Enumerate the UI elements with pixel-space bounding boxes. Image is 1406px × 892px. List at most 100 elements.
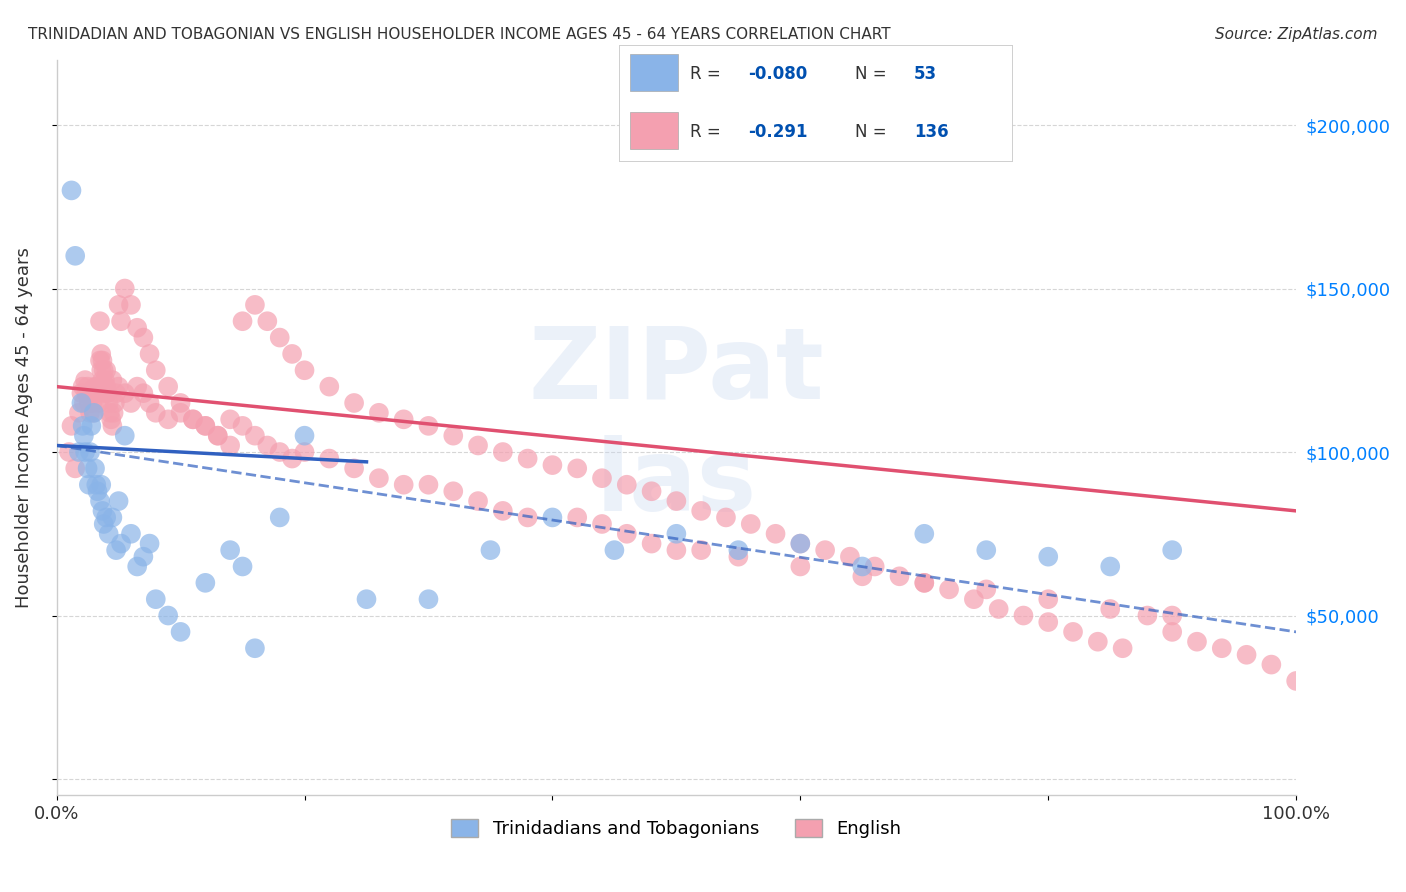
English	[77, 396, 100, 410]
English	[207, 428, 229, 442]
English	[87, 396, 110, 410]
English	[616, 477, 638, 491]
English	[107, 379, 129, 393]
English	[96, 363, 118, 377]
Trinidadians and Tobagonians	[83, 406, 105, 420]
Trinidadians and Tobagonians	[72, 418, 94, 433]
Text: N =: N =	[855, 64, 891, 83]
English	[79, 406, 101, 420]
Trinidadians and Tobagonians	[169, 624, 191, 639]
English	[974, 582, 997, 597]
English	[467, 438, 489, 452]
English	[96, 386, 118, 401]
English	[89, 353, 111, 368]
English	[72, 379, 94, 393]
Trinidadians and Tobagonians	[232, 559, 254, 574]
English	[82, 396, 104, 410]
English	[690, 504, 713, 518]
English	[789, 559, 811, 574]
English	[132, 330, 155, 344]
English	[76, 379, 98, 393]
English	[101, 418, 124, 433]
Text: 136: 136	[914, 122, 949, 141]
English	[207, 428, 229, 442]
Trinidadians and Tobagonians	[84, 477, 107, 491]
FancyBboxPatch shape	[630, 54, 678, 91]
English	[90, 363, 112, 377]
Trinidadians and Tobagonians	[294, 428, 316, 442]
English	[912, 575, 935, 590]
Trinidadians and Tobagonians	[1099, 559, 1122, 574]
English	[103, 406, 125, 420]
Trinidadians and Tobagonians	[96, 510, 118, 524]
English	[727, 549, 749, 564]
English	[67, 406, 90, 420]
English	[1038, 592, 1060, 607]
English	[912, 575, 935, 590]
Trinidadians and Tobagonians	[75, 445, 97, 459]
English	[814, 543, 837, 558]
English	[294, 363, 316, 377]
English	[1012, 608, 1035, 623]
English	[114, 281, 136, 295]
English	[1211, 641, 1233, 656]
English	[343, 396, 366, 410]
English	[1136, 608, 1159, 623]
English	[987, 602, 1010, 616]
Trinidadians and Tobagonians	[1038, 549, 1060, 564]
English	[219, 412, 242, 426]
English	[127, 379, 149, 393]
English	[84, 386, 107, 401]
English	[97, 396, 120, 410]
English	[1062, 624, 1084, 639]
English	[194, 418, 217, 433]
English	[343, 461, 366, 475]
Text: N =: N =	[855, 122, 891, 141]
English	[219, 438, 242, 452]
English	[110, 314, 132, 328]
English	[1260, 657, 1282, 672]
English	[591, 516, 613, 531]
Trinidadians and Tobagonians	[70, 396, 93, 410]
English	[145, 406, 167, 420]
English	[616, 526, 638, 541]
Trinidadians and Tobagonians	[269, 510, 291, 524]
English	[1161, 608, 1184, 623]
English	[93, 363, 115, 377]
English	[120, 396, 142, 410]
English	[157, 412, 180, 426]
English	[938, 582, 960, 597]
English	[1185, 634, 1208, 648]
English	[418, 418, 440, 433]
Trinidadians and Tobagonians	[974, 543, 997, 558]
English	[232, 314, 254, 328]
English	[91, 353, 114, 368]
English	[492, 504, 515, 518]
English	[194, 418, 217, 433]
English	[367, 471, 389, 485]
Text: TRINIDADIAN AND TOBAGONIAN VS ENGLISH HOUSEHOLDER INCOME AGES 45 - 64 YEARS CORR: TRINIDADIAN AND TOBAGONIAN VS ENGLISH HO…	[28, 27, 891, 42]
English	[392, 477, 415, 491]
English	[851, 569, 873, 583]
English	[84, 379, 107, 393]
English	[1087, 634, 1109, 648]
English	[89, 314, 111, 328]
Trinidadians and Tobagonians	[127, 559, 149, 574]
Trinidadians and Tobagonians	[243, 641, 266, 656]
Trinidadians and Tobagonians	[60, 183, 83, 197]
Text: -0.080: -0.080	[748, 64, 808, 83]
Trinidadians and Tobagonians	[80, 418, 103, 433]
English	[63, 461, 86, 475]
English	[75, 386, 97, 401]
Trinidadians and Tobagonians	[77, 477, 100, 491]
Trinidadians and Tobagonians	[132, 549, 155, 564]
English	[83, 406, 105, 420]
Trinidadians and Tobagonians	[603, 543, 626, 558]
English	[863, 559, 886, 574]
FancyBboxPatch shape	[630, 112, 678, 149]
English	[256, 438, 278, 452]
Trinidadians and Tobagonians	[67, 445, 90, 459]
English	[567, 510, 589, 524]
English	[120, 298, 142, 312]
English	[838, 549, 860, 564]
